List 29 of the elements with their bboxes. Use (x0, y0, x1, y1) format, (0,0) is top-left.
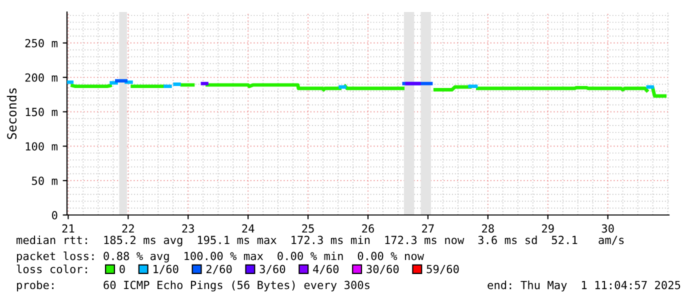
x-tick-label: 25 (302, 224, 314, 233)
legend-title: loss color: (16, 264, 87, 274)
legend-label: 0 (120, 264, 125, 274)
legend-label: 2/60 (206, 264, 232, 274)
x-tick-label: 30 (602, 224, 614, 233)
y-tick-label: 150 m (26, 108, 58, 116)
x-tick-label: 24 (242, 224, 254, 233)
y-tick-label: 200 m (25, 73, 58, 82)
x-tick-label: 23 (182, 224, 194, 233)
x-tick-label: 22 (122, 224, 134, 233)
x-tick-label: 27 (422, 224, 434, 233)
legend-label: 4/60 (313, 264, 339, 274)
text: median rtt: 185.2 ms avg 195.1 ms max 172.3 ms min 172.3 ms now 3.6 ms sd 52.1 am/s (16, 236, 624, 246)
y-axis-title: Seconds (6, 88, 17, 139)
x-tick-label: 29 (542, 224, 554, 233)
text: packet loss: 0.88 % avg 100.00 % max 0.00 % min 0.00 % now (17, 252, 424, 262)
legend-label: 30/60 (366, 264, 399, 274)
y-tick-label: 100 m (26, 142, 58, 151)
x-tick-label: 26 (362, 224, 374, 233)
y-tick-label: 50 m (32, 176, 58, 185)
x-tick-label: 28 (482, 224, 494, 233)
x-tick-label: 21 (62, 224, 74, 233)
y-tick-label: 0 (52, 211, 58, 220)
legend-label: 3/60 (260, 264, 286, 274)
text: end: Thu May 1 11:04:57 2025 (488, 280, 680, 292)
y-tick-label: 250 m (25, 38, 58, 48)
legend-label: 1/60 (154, 264, 178, 274)
text: probe: 60 ICMP Echo Pings (56 Bytes) every 300s (17, 280, 370, 292)
legend-label: 59/60 (426, 264, 459, 274)
